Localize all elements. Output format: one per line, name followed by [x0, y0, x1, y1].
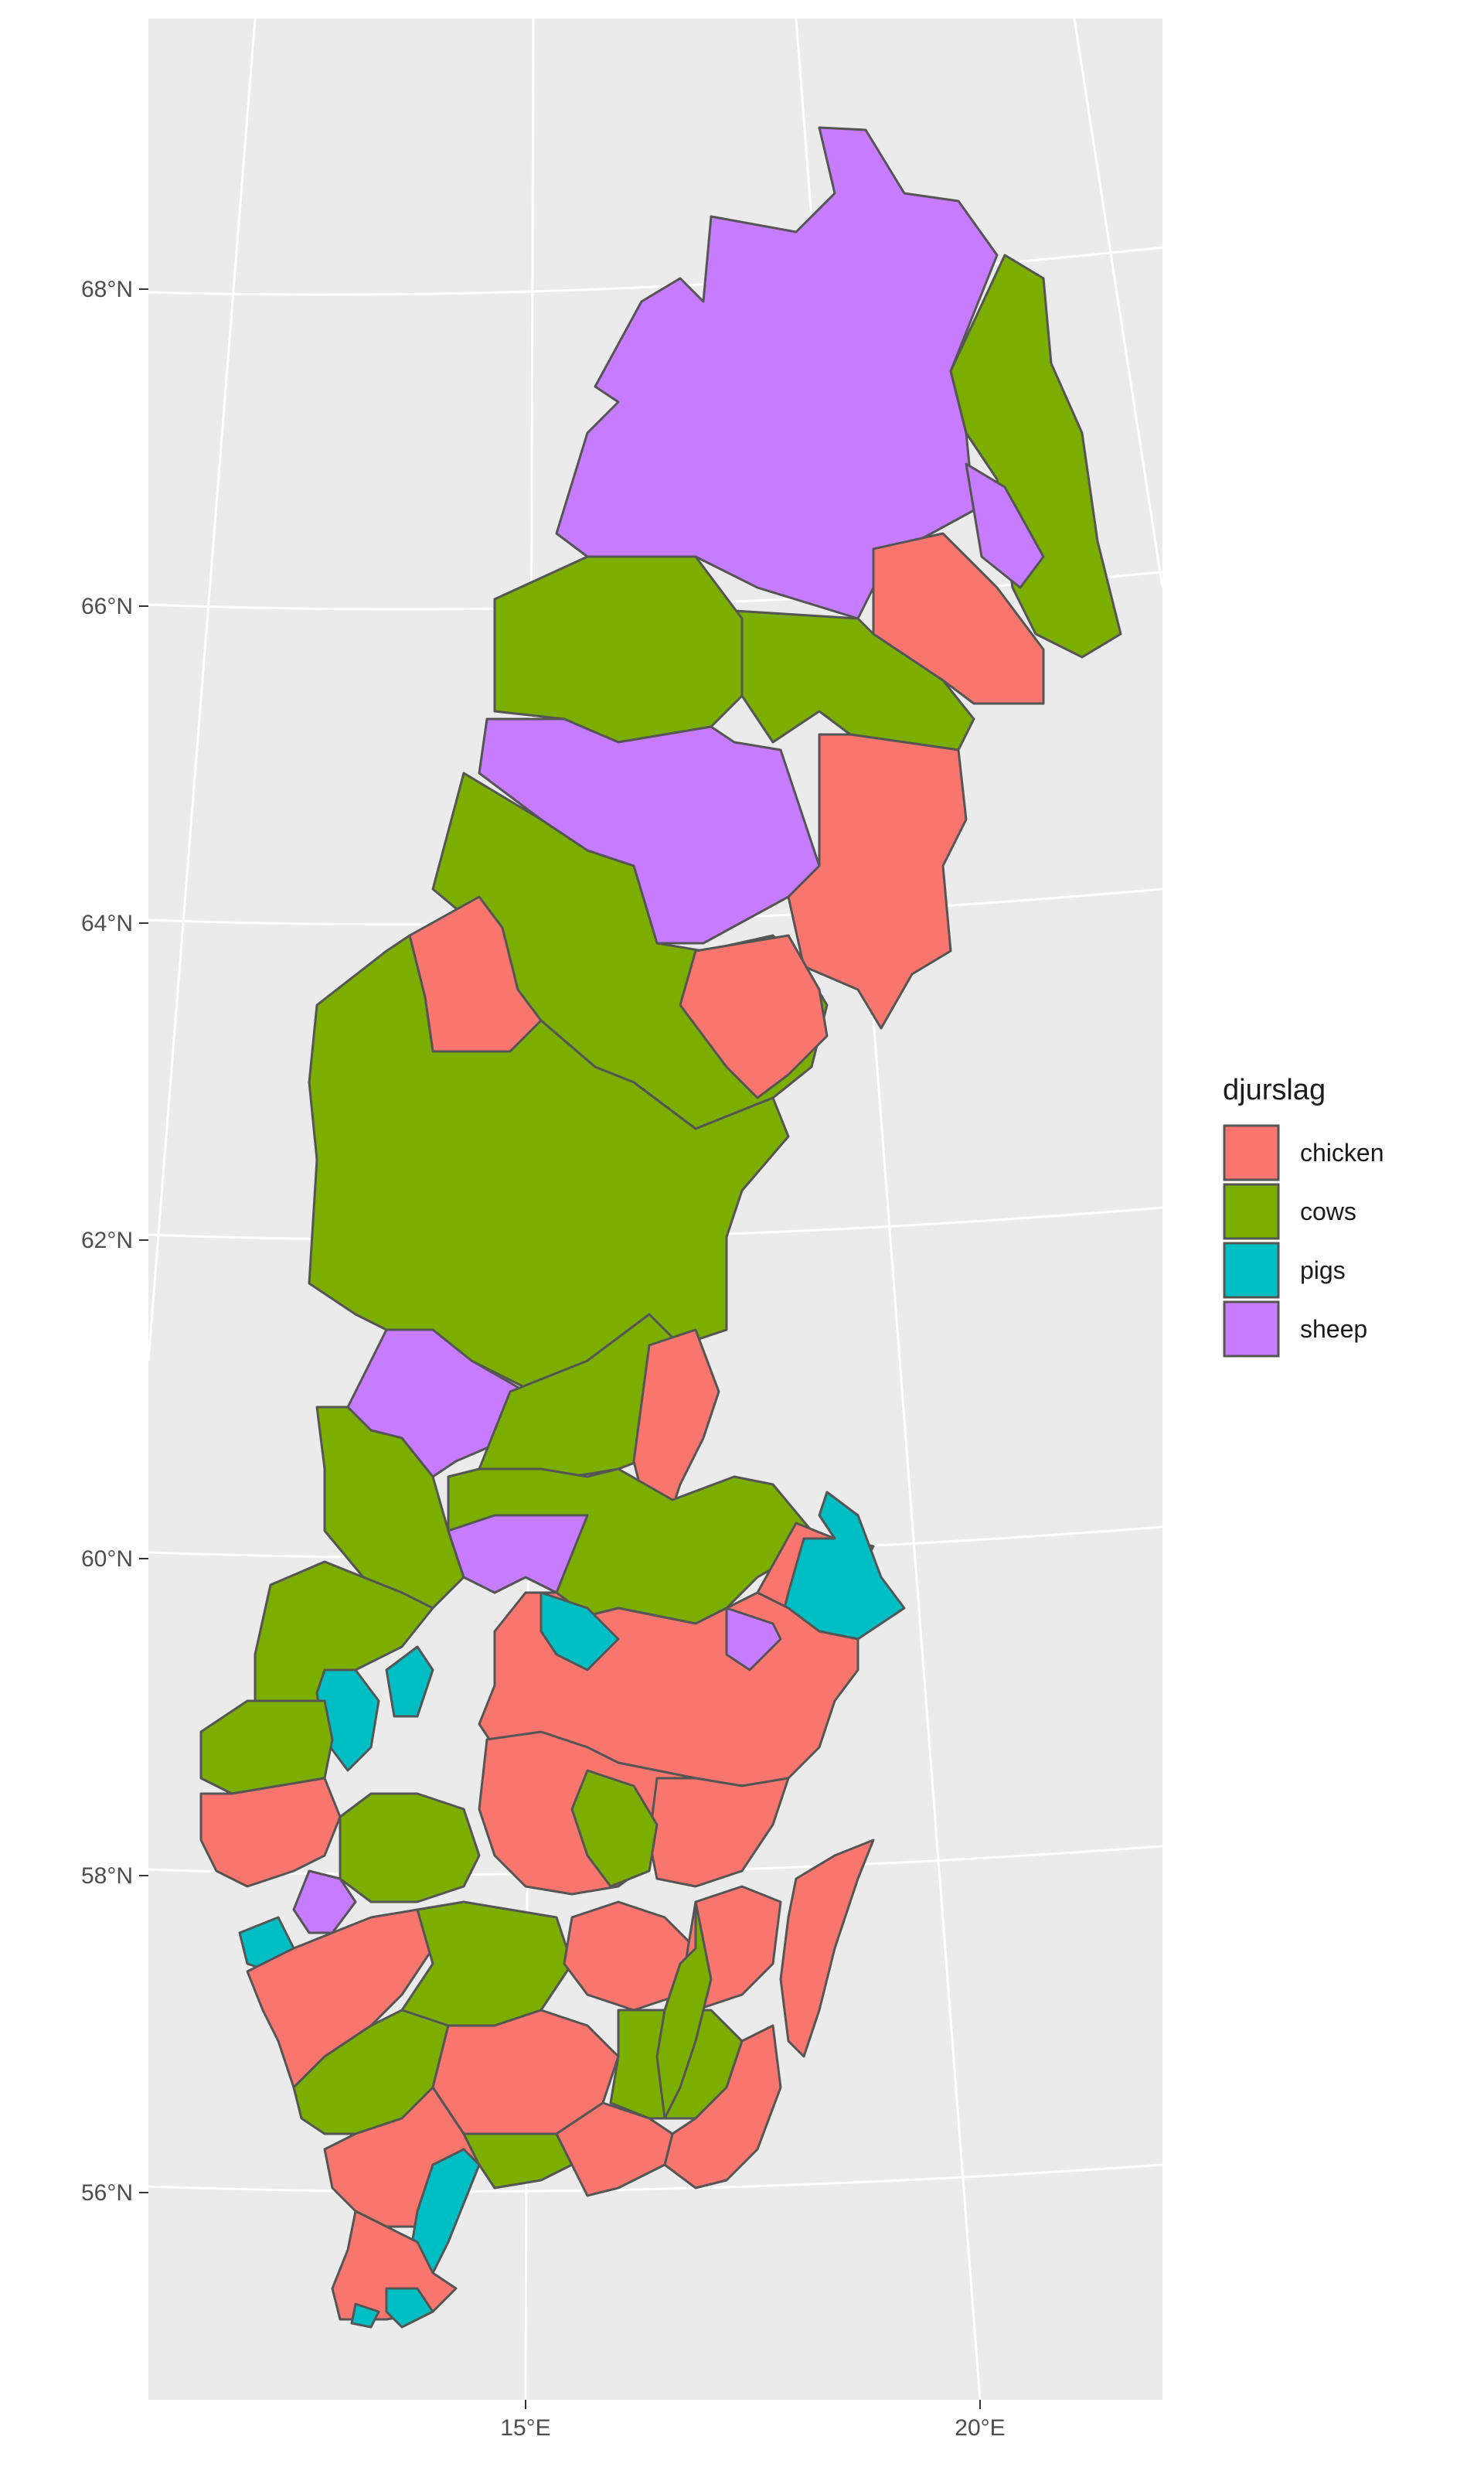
legend-key-pigs	[1223, 1242, 1280, 1299]
municipality-chicken	[555, 2101, 674, 2197]
municipality-cows	[655, 1900, 713, 2120]
municipality-sheep	[725, 1607, 782, 1671]
municipality-pigs	[385, 2287, 434, 2329]
y-axis: 68°N 66°N 64°N 62°N 60°N 58°N 56°N	[81, 277, 148, 2206]
municipality-pigs	[539, 1591, 620, 1671]
legend-label-sheep: sheep	[1300, 1315, 1367, 1343]
municipality-pigs	[350, 2302, 380, 2329]
x-tick-label: 15°E	[500, 2415, 550, 2441]
municipality-chicken	[632, 1328, 720, 1509]
municipality-cows	[339, 1792, 481, 1903]
y-tick-label: 60°N	[81, 1546, 133, 1572]
y-tick-label: 56°N	[81, 2180, 133, 2206]
municipality-cows	[570, 1769, 659, 1888]
municipality-cows	[199, 1699, 334, 1795]
legend-label-cows: cows	[1300, 1198, 1356, 1225]
municipality-cows	[949, 254, 1122, 659]
municipality-chicken	[246, 1908, 434, 2089]
legend-key-cows	[1223, 1183, 1280, 1240]
legend-title: djurslag	[1223, 1074, 1326, 1106]
municipality-chicken	[648, 1777, 790, 1888]
x-tick-label: 20°E	[955, 2415, 1005, 2441]
municipality-chicken	[679, 934, 829, 1099]
legend-label-pigs: pigs	[1300, 1256, 1346, 1284]
x-axis: 15°E 20°E	[500, 2400, 1006, 2441]
municipality-cows	[308, 934, 790, 1393]
municipality-chicken	[779, 1838, 875, 2058]
lon-line-10	[148, 19, 257, 1361]
lon-line-25	[1073, 19, 1162, 588]
municipality-cows	[254, 1560, 434, 1702]
municipality-cows	[493, 555, 744, 744]
y-tick-label: 66°N	[81, 594, 133, 619]
legend: djurslag chicken cows pigs sheep	[1223, 1074, 1384, 1358]
municipality-pigs	[385, 1645, 434, 1718]
lat-line-56	[148, 2163, 1162, 2193]
legend-label-chicken: chicken	[1300, 1139, 1384, 1167]
municipality-pigs	[408, 2148, 481, 2275]
legend-key-sheep	[1223, 1300, 1280, 1358]
municipality-sheep	[965, 462, 1045, 589]
legend-key-chicken	[1223, 1124, 1280, 1181]
y-tick-label: 62°N	[81, 1228, 133, 1253]
municipalities	[199, 126, 1122, 2329]
y-tick-label: 64°N	[81, 911, 133, 936]
y-tick-label: 58°N	[81, 1863, 133, 1889]
y-tick-label: 68°N	[81, 277, 133, 302]
municipality-cows	[462, 2132, 574, 2189]
municipality-chicken	[199, 1777, 342, 1888]
municipality-chicken	[787, 733, 968, 1030]
